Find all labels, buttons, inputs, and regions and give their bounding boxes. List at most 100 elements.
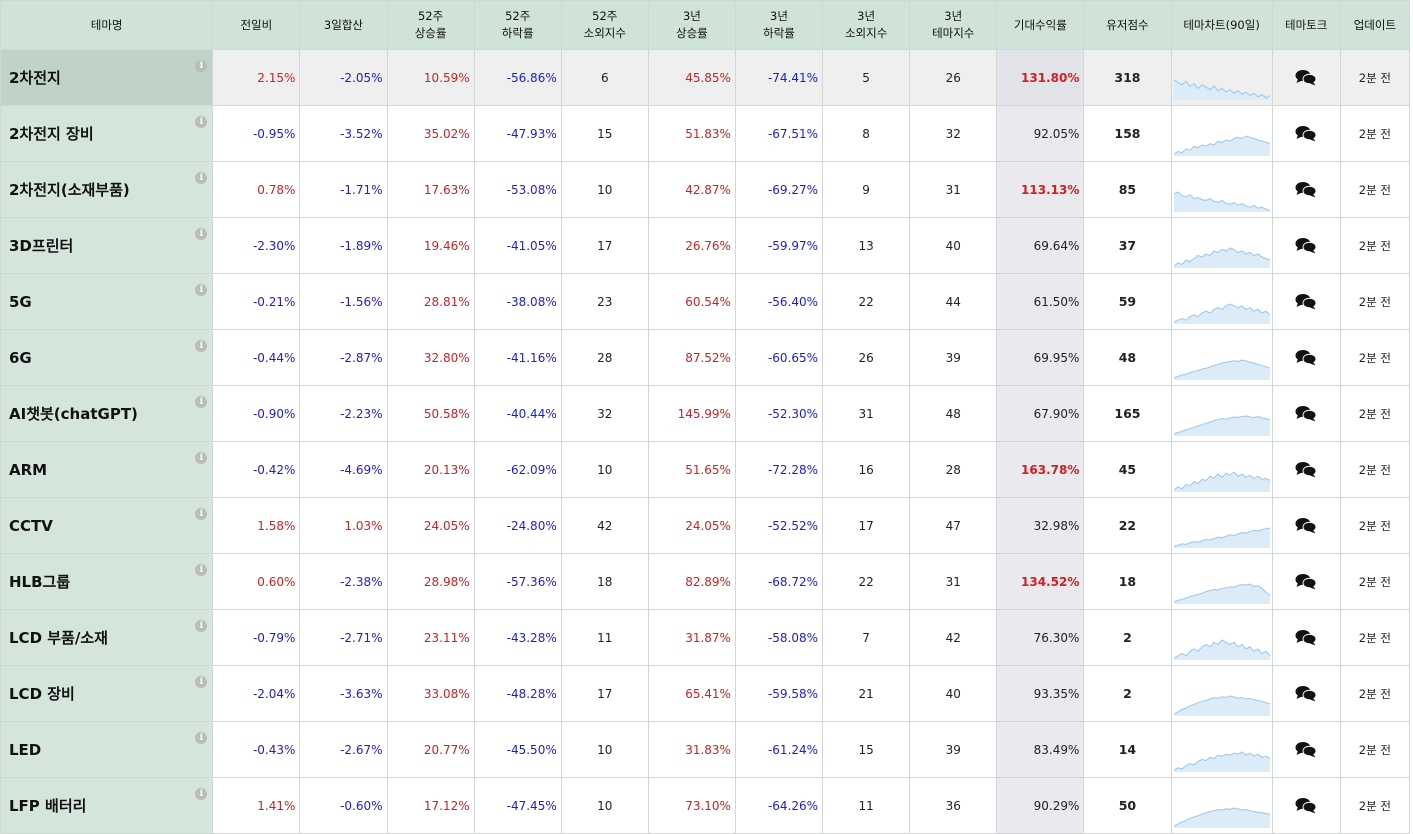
chat-bubbles-icon[interactable] [1295,461,1317,478]
header-3y-theme-index[interactable]: 3년 테마지수 [909,0,998,50]
info-icon[interactable]: i [195,116,208,128]
theme-name[interactable]: LED [9,740,42,759]
table-row[interactable]: 3D프린터 i -2.30% -1.89% 19.46% -41.05% 17 26.76% -… [0,217,1411,274]
theme-name-cell[interactable]: 2차전지(소재부품) i [0,161,214,218]
theme-name-cell[interactable]: LED i [0,721,214,778]
theme-name[interactable]: LCD 부품/소재 [9,629,108,647]
theme-talk-cell[interactable] [1271,329,1341,386]
theme-chart-cell[interactable] [1170,777,1273,834]
theme-chart-cell[interactable] [1170,497,1273,554]
chat-bubbles-icon[interactable] [1295,573,1317,590]
info-icon[interactable]: i [195,60,208,72]
theme-name[interactable]: 5G [9,292,32,311]
info-icon[interactable]: i [195,172,208,184]
chat-bubbles-icon[interactable] [1295,741,1317,758]
theme-chart-cell[interactable] [1170,609,1273,666]
info-icon[interactable]: i [195,396,208,408]
theme-name-cell[interactable]: LCD 장비 i [0,665,214,722]
theme-talk-cell[interactable] [1271,161,1341,218]
theme-name[interactable]: 2차전지(소재부품) [9,181,130,199]
theme-name[interactable]: AI챗봇(chatGPT) [9,405,138,423]
table-row[interactable]: 5G i -0.21% -1.56% 28.81% -38.08% 23 60.54% -56.… [0,273,1411,330]
theme-name-cell[interactable]: 2차전지 i [0,49,214,106]
theme-chart-cell[interactable] [1170,273,1273,330]
chat-bubbles-icon[interactable] [1295,405,1317,422]
info-icon[interactable]: i [195,788,208,800]
table-row[interactable]: LCD 부품/소재 i -0.79% -2.71% 23.11% -43.28% 11 31.… [0,609,1411,666]
theme-chart-cell[interactable] [1170,105,1273,162]
chat-bubbles-icon[interactable] [1295,517,1317,534]
theme-chart-cell[interactable] [1170,385,1273,442]
theme-name-cell[interactable]: 2차전지 장비 i [0,105,214,162]
header-daily-change[interactable]: 전일비 [212,0,301,50]
chat-bubbles-icon[interactable] [1295,69,1317,86]
theme-chart-cell[interactable] [1170,721,1273,778]
theme-name[interactable]: ARM [9,460,48,479]
theme-name-cell[interactable]: ARM i [0,441,214,498]
chat-bubbles-icon[interactable] [1295,349,1317,366]
info-icon[interactable]: i [195,676,208,688]
table-row[interactable]: 2차전지 장비 i -0.95% -3.52% 35.02% -47.93% 15 51.83… [0,105,1411,162]
theme-chart-cell[interactable] [1170,161,1273,218]
header-expected-return[interactable]: 기대수익률 [996,0,1085,50]
info-icon[interactable]: i [195,228,208,240]
theme-talk-cell[interactable] [1271,105,1341,162]
table-row[interactable]: CCTV i 1.58% 1.03% 24.05% -24.80% 42 24.05% -52.… [0,497,1411,554]
table-row[interactable]: 6G i -0.44% -2.87% 32.80% -41.16% 28 87.52% -60.… [0,329,1411,386]
header-user-score[interactable]: 유저점수 [1083,0,1172,50]
theme-chart-cell[interactable] [1170,217,1273,274]
info-icon[interactable]: i [195,564,208,576]
header-3y-rise[interactable]: 3년 상승률 [647,0,736,50]
header-52w-fall[interactable]: 52주 하락률 [473,0,562,50]
chat-bubbles-icon[interactable] [1295,797,1317,814]
header-3day-sum[interactable]: 3일합산 [299,0,388,50]
theme-name-cell[interactable]: 6G i [0,329,214,386]
table-row[interactable]: 2차전지(소재부품) i 0.78% -1.71% 17.63% -53.08% 10 42.… [0,161,1411,218]
theme-talk-cell[interactable] [1271,441,1341,498]
header-52w-rise[interactable]: 52주 상승률 [386,0,475,50]
theme-talk-cell[interactable] [1271,609,1341,666]
theme-name-cell[interactable]: CCTV i [0,497,214,554]
theme-talk-cell[interactable] [1271,385,1341,442]
theme-name[interactable]: HLB그룹 [9,573,71,591]
theme-chart-cell[interactable] [1170,665,1273,722]
theme-name[interactable]: CCTV [9,516,53,535]
theme-name[interactable]: LCD 장비 [9,685,75,703]
theme-name-cell[interactable]: LFP 배터리 i [0,777,214,834]
theme-talk-cell[interactable] [1271,553,1341,610]
info-icon[interactable]: i [195,620,208,632]
theme-chart-cell[interactable] [1170,49,1273,106]
table-row[interactable]: HLB그룹 i 0.60% -2.38% 28.98% -57.36% 18 82.89% -6… [0,553,1411,610]
theme-name-cell[interactable]: HLB그룹 i [0,553,214,610]
theme-talk-cell[interactable] [1271,665,1341,722]
theme-talk-cell[interactable] [1271,777,1341,834]
chat-bubbles-icon[interactable] [1295,685,1317,702]
chat-bubbles-icon[interactable] [1295,293,1317,310]
theme-name[interactable]: 6G [9,348,32,367]
theme-chart-cell[interactable] [1170,553,1273,610]
theme-talk-cell[interactable] [1271,217,1341,274]
chat-bubbles-icon[interactable] [1295,125,1317,142]
table-row[interactable]: ARM i -0.42% -4.69% 20.13% -62.09% 10 51.65% -72… [0,441,1411,498]
table-row[interactable]: LFP 배터리 i 1.41% -0.60% 17.12% -47.45% 10 73.10%… [0,777,1411,834]
chat-bubbles-icon[interactable] [1295,629,1317,646]
theme-name[interactable]: 2차전지 [9,69,61,87]
info-icon[interactable]: i [195,284,208,296]
theme-name-cell[interactable]: 5G i [0,273,214,330]
theme-talk-cell[interactable] [1271,497,1341,554]
info-icon[interactable]: i [195,732,208,744]
theme-name-cell[interactable]: 3D프린터 i [0,217,214,274]
header-3y-alienation[interactable]: 3년 소외지수 [822,0,911,50]
theme-chart-cell[interactable] [1170,329,1273,386]
header-3y-fall[interactable]: 3년 하락률 [734,0,824,50]
theme-talk-cell[interactable] [1271,49,1341,106]
header-theme-name[interactable]: 테마명 [0,0,214,50]
theme-name[interactable]: 3D프린터 [9,237,74,255]
theme-name-cell[interactable]: AI챗봇(chatGPT) i [0,385,214,442]
header-52w-alienation[interactable]: 52주 소외지수 [560,0,649,50]
info-icon[interactable]: i [195,452,208,464]
theme-name[interactable]: LFP 배터리 [9,797,87,815]
table-row[interactable]: AI챗봇(chatGPT) i -0.90% -2.23% 50.58% -40.44% 3… [0,385,1411,442]
theme-chart-cell[interactable] [1170,441,1273,498]
table-row[interactable]: LCD 장비 i -2.04% -3.63% 33.08% -48.28% 17 65.41%… [0,665,1411,722]
